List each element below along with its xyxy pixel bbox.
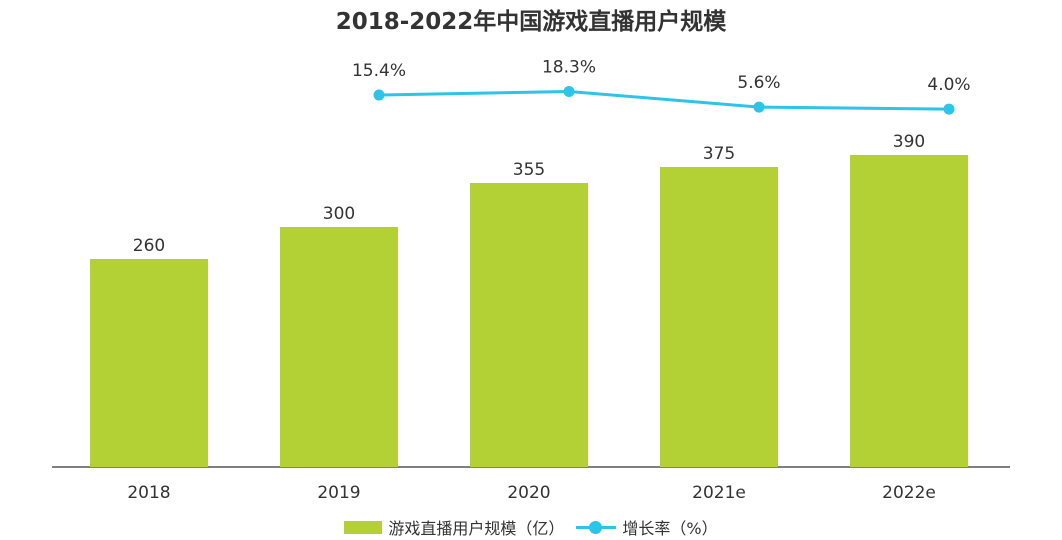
growth-rate-point-2021e: [753, 101, 765, 113]
bar-2020: [470, 183, 588, 467]
x-tick-label-2021e: 2021e: [692, 483, 746, 503]
bars-layer: [90, 155, 968, 467]
growth-rate-label-2019: 15.4%: [352, 61, 406, 81]
bar-2018: [90, 259, 208, 467]
growth-rate-point-2020: [563, 85, 575, 97]
bar-value-label-2019: 300: [323, 204, 355, 224]
bar-2019: [280, 227, 398, 467]
bar-value-label-2018: 260: [133, 236, 165, 256]
legend-item-bar: 游戏直播用户规模（亿）: [344, 515, 564, 539]
growth-rate-label-2022e: 4.0%: [927, 75, 970, 95]
legend-label-bar: 游戏直播用户规模（亿）: [388, 519, 565, 538]
bar-2021e: [660, 167, 778, 467]
x-tick-label-2019: 2019: [317, 483, 360, 503]
growth-line-layer: [373, 85, 955, 115]
x-tick-label-2022e: 2022e: [882, 483, 936, 503]
legend-item-line: 增长率（%）: [576, 515, 718, 539]
legend-line-swatch: [576, 520, 617, 534]
growth-rate-label-2020: 18.3%: [542, 57, 596, 77]
x-tick-label-2018: 2018: [127, 483, 170, 503]
growth-rate-label-2021e: 5.6%: [737, 73, 780, 93]
legend-label-line: 增长率（%）: [622, 519, 718, 538]
chart-title: 2018-2022年中国游戏直播用户规模: [336, 8, 728, 35]
bar-2022e: [850, 155, 968, 467]
growth-rate-point-2019: [373, 89, 385, 101]
growth-rate-line: [378, 89, 950, 111]
labels-layer: 260 2018 300 2019 15.4% 355 2020 18.3% 375 2021e 5…: [127, 57, 970, 503]
legend-bar-swatch: [344, 520, 383, 534]
bar-value-label-2020: 355: [513, 160, 545, 180]
legend: 游戏直播用户规模（亿） 增长率（%）: [0, 515, 1062, 539]
growth-rate-point-2022e: [943, 103, 955, 115]
bar-value-label-2021e: 375: [703, 144, 735, 164]
bar-value-label-2022e: 390: [893, 132, 925, 152]
x-tick-label-2020: 2020: [507, 483, 550, 503]
